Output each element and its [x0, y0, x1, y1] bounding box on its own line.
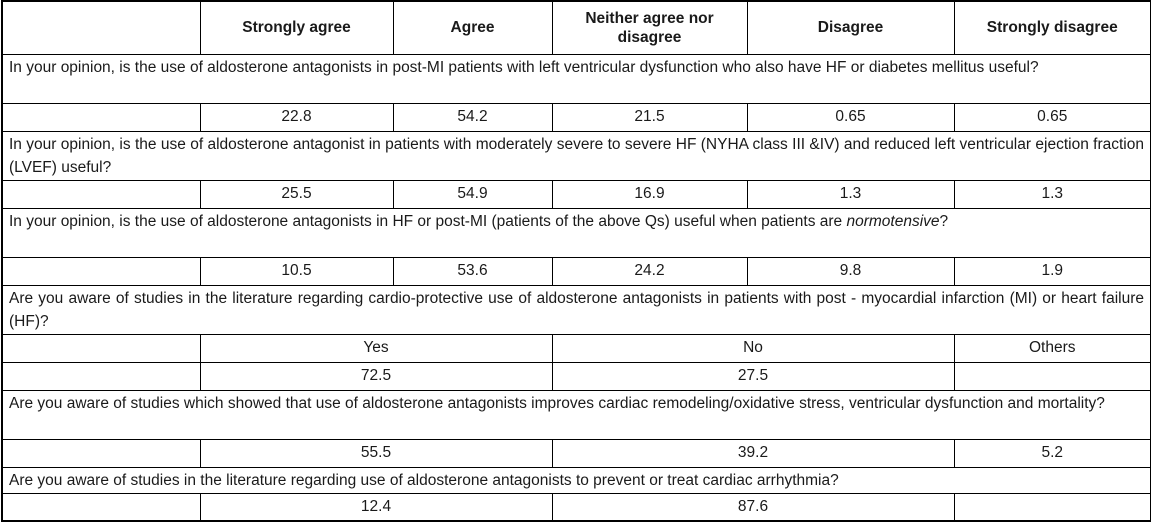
empty-cell	[1, 492, 201, 522]
value-q3-disagree: 9.8	[746, 256, 955, 286]
label-yes: Yes	[199, 333, 553, 363]
header-cell-neither: Neither agree nor disagree	[551, 0, 748, 55]
question-text-4: Are you aware of studies in the literatu…	[1, 284, 1151, 335]
yes-no-others-row: Yes No Others	[1, 333, 1151, 363]
value-q6-yes: 12.4	[199, 492, 553, 522]
question-text-2: In your opinion, is the use of aldostero…	[1, 130, 1151, 181]
value-q1-strongly-agree: 22.8	[199, 102, 394, 132]
value-q2-disagree: 1.3	[746, 179, 955, 209]
label-others: Others	[953, 333, 1151, 363]
question-row-5: Are you aware of studies which showed th…	[1, 389, 1151, 440]
header-cell-empty	[1, 0, 201, 55]
value-q5-yes: 55.5	[199, 438, 553, 468]
values-row-5: 55.5 39.2 5.2	[1, 438, 1151, 468]
header-cell-strongly-disagree: Strongly disagree	[953, 0, 1151, 55]
value-q5-others: 5.2	[953, 438, 1151, 468]
values-row-3: 10.5 53.6 24.2 9.8 1.9	[1, 256, 1151, 286]
value-q3-strongly-agree: 10.5	[199, 256, 394, 286]
values-row-2: 25.5 54.9 16.9 1.3 1.3	[1, 179, 1151, 209]
value-q2-strongly-disagree: 1.3	[953, 179, 1151, 209]
value-q3-strongly-disagree: 1.9	[953, 256, 1151, 286]
question-row-6: Are you aware of studies in the literatu…	[1, 466, 1151, 494]
question-row-3: In your opinion, is the use of aldostero…	[1, 207, 1151, 258]
header-cell-agree: Agree	[392, 0, 553, 55]
question-text-1: In your opinion, is the use of aldostero…	[1, 53, 1151, 104]
question-row-1: In your opinion, is the use of aldostero…	[1, 53, 1151, 104]
question-text-3: In your opinion, is the use of aldostero…	[1, 207, 1151, 258]
question-text-3-italic: normotensive	[846, 212, 940, 230]
value-q1-disagree: 0.65	[746, 102, 955, 132]
header-row: Strongly agree Agree Neither agree nor d…	[1, 0, 1151, 55]
value-q5-no: 39.2	[551, 438, 955, 468]
question-row-2: In your opinion, is the use of aldostero…	[1, 130, 1151, 181]
value-q3-neither: 24.2	[551, 256, 748, 286]
empty-cell	[1, 361, 201, 391]
empty-cell	[1, 438, 201, 468]
value-q2-neither: 16.9	[551, 179, 748, 209]
values-row-6: 12.4 87.6	[1, 492, 1151, 522]
value-q6-no: 87.6	[551, 492, 955, 522]
empty-cell	[1, 256, 201, 286]
label-no: No	[551, 333, 955, 363]
value-q1-neither: 21.5	[551, 102, 748, 132]
value-q4-others	[953, 361, 1151, 391]
values-row-1: 22.8 54.2 21.5 0.65 0.65	[1, 102, 1151, 132]
question-text-3-after: ?	[939, 212, 949, 230]
value-q6-others	[953, 492, 1151, 522]
empty-cell	[1, 102, 201, 132]
question-text-5: Are you aware of studies which showed th…	[1, 389, 1151, 440]
value-q2-strongly-agree: 25.5	[199, 179, 394, 209]
empty-cell	[1, 333, 201, 363]
value-q4-yes: 72.5	[199, 361, 553, 391]
value-q1-agree: 54.2	[392, 102, 553, 132]
value-q1-strongly-disagree: 0.65	[953, 102, 1151, 132]
value-q2-agree: 54.9	[392, 179, 553, 209]
header-cell-strongly-agree: Strongly agree	[199, 0, 394, 55]
values-row-4: 72.5 27.5	[1, 361, 1151, 391]
question-row-4: Are you aware of studies in the literatu…	[1, 284, 1151, 335]
value-q4-no: 27.5	[551, 361, 955, 391]
value-q3-agree: 53.6	[392, 256, 553, 286]
header-cell-disagree: Disagree	[746, 0, 955, 55]
empty-cell	[1, 179, 201, 209]
question-text-3-before: In your opinion, is the use of aldostero…	[9, 212, 847, 230]
question-text-6: Are you aware of studies in the literatu…	[1, 466, 1151, 494]
